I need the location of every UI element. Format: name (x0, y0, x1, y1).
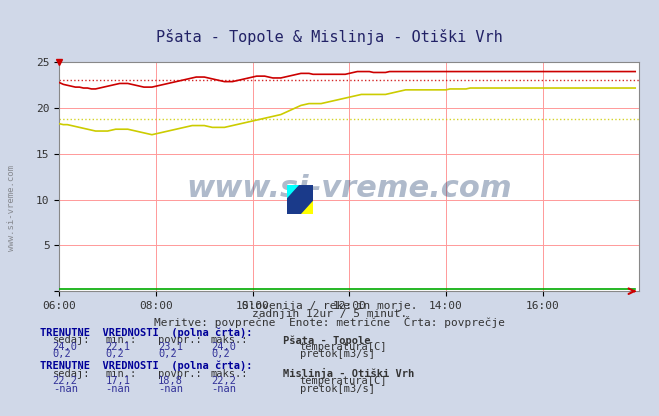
Text: 22,2: 22,2 (211, 376, 236, 386)
Text: Pšata - Topole & Mislinja - Otiški Vrh: Pšata - Topole & Mislinja - Otiški Vrh (156, 30, 503, 45)
Text: www.si-vreme.com: www.si-vreme.com (7, 165, 16, 251)
Text: Mislinja - Otiški Vrh: Mislinja - Otiški Vrh (283, 368, 415, 379)
Text: 23,1: 23,1 (158, 342, 183, 352)
Text: sedaj:: sedaj: (53, 369, 90, 379)
Text: 22,1: 22,1 (105, 342, 130, 352)
Text: 18,8: 18,8 (158, 376, 183, 386)
Polygon shape (287, 185, 300, 200)
Text: sedaj:: sedaj: (53, 335, 90, 345)
Text: Pšata - Topole: Pšata - Topole (283, 335, 371, 346)
Text: temperatura[C]: temperatura[C] (300, 376, 387, 386)
Text: Slovenija / reke in morje.: Slovenija / reke in morje. (242, 301, 417, 311)
Text: maks.:: maks.: (211, 335, 248, 345)
Text: 0,2: 0,2 (211, 349, 229, 359)
Text: 24,0: 24,0 (211, 342, 236, 352)
Text: -nan: -nan (105, 384, 130, 394)
Text: -nan: -nan (158, 384, 183, 394)
Text: TRENUTNE  VREDNOSTI  (polna črta):: TRENUTNE VREDNOSTI (polna črta): (40, 327, 252, 338)
Text: pretok[m3/s]: pretok[m3/s] (300, 349, 375, 359)
Text: zadnjih 12ur / 5 minut.: zadnjih 12ur / 5 minut. (252, 309, 407, 319)
Polygon shape (287, 185, 313, 214)
Text: povpr.:: povpr.: (158, 335, 202, 345)
Text: maks.:: maks.: (211, 369, 248, 379)
Text: 0,2: 0,2 (158, 349, 177, 359)
Text: 0,2: 0,2 (53, 349, 71, 359)
Text: -nan: -nan (53, 384, 78, 394)
Text: pretok[m3/s]: pretok[m3/s] (300, 384, 375, 394)
Text: min.:: min.: (105, 369, 136, 379)
Text: TRENUTNE  VREDNOSTI  (polna črta):: TRENUTNE VREDNOSTI (polna črta): (40, 361, 252, 371)
Text: -nan: -nan (211, 384, 236, 394)
Polygon shape (300, 200, 313, 214)
Text: 22,2: 22,2 (53, 376, 78, 386)
Text: 0,2: 0,2 (105, 349, 124, 359)
Text: 17,1: 17,1 (105, 376, 130, 386)
Text: temperatura[C]: temperatura[C] (300, 342, 387, 352)
Text: povpr.:: povpr.: (158, 369, 202, 379)
Text: Meritve: povprečne  Enote: metrične  Črta: povprečje: Meritve: povprečne Enote: metrične Črta:… (154, 317, 505, 328)
Text: 24,0: 24,0 (53, 342, 78, 352)
Text: min.:: min.: (105, 335, 136, 345)
Text: www.si-vreme.com: www.si-vreme.com (186, 174, 512, 203)
